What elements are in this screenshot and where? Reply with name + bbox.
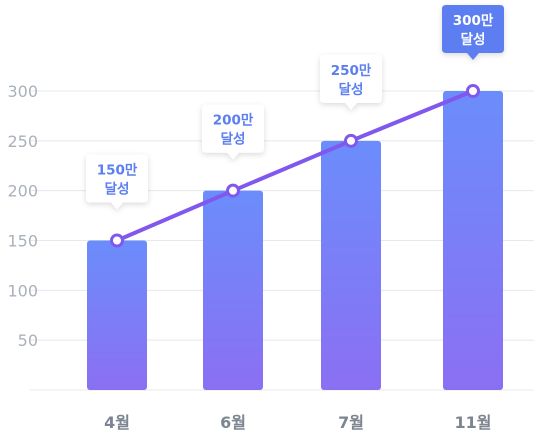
callout-value-label: 150만 (97, 163, 138, 179)
y-tick-label: 50 (18, 331, 38, 350)
bar (203, 190, 263, 390)
bars (87, 91, 503, 390)
bar (443, 91, 503, 390)
callout-box (320, 54, 382, 110)
callout-status-label: 달성 (221, 132, 246, 148)
trend-line (110, 84, 480, 248)
line-point (226, 183, 240, 198)
callout-status-label: 달성 (339, 82, 364, 98)
line-point (466, 84, 480, 98)
bar (321, 140, 381, 390)
trend-line-path (115, 89, 475, 243)
y-tick-label: 100 (7, 281, 38, 300)
y-axis-ticks: 50 100 150 200 250 300 (7, 82, 38, 350)
callout-value-label: 200만 (213, 113, 254, 129)
callout-bubble (202, 104, 264, 160)
bar (87, 240, 147, 390)
callout-bubble (320, 54, 382, 110)
y-tick-label: 200 (7, 182, 38, 201)
line-point (344, 133, 358, 148)
x-category-label: 11월 (455, 413, 492, 432)
y-tick-label: 250 (7, 132, 38, 151)
x-category-label: 7월 (338, 413, 364, 432)
callout-bubble (442, 5, 504, 60)
callout-box (442, 5, 504, 60)
y-tick-label: 150 (7, 232, 38, 251)
y-tick-label: 300 (7, 82, 38, 101)
callout-box (86, 154, 148, 210)
callout-status-label: 달성 (461, 32, 486, 48)
callout-status-label: 달성 (105, 182, 130, 198)
x-category-label: 6월 (220, 413, 246, 432)
x-axis-labels: 4월 6월 7월 11월 (104, 413, 491, 432)
callout-box (202, 104, 264, 160)
callout-value-label: 250만 (331, 63, 372, 79)
callout-bubble (86, 154, 148, 210)
line-point (110, 233, 124, 248)
x-category-label: 4월 (104, 413, 130, 432)
callout-value-label: 300만 (453, 13, 494, 29)
